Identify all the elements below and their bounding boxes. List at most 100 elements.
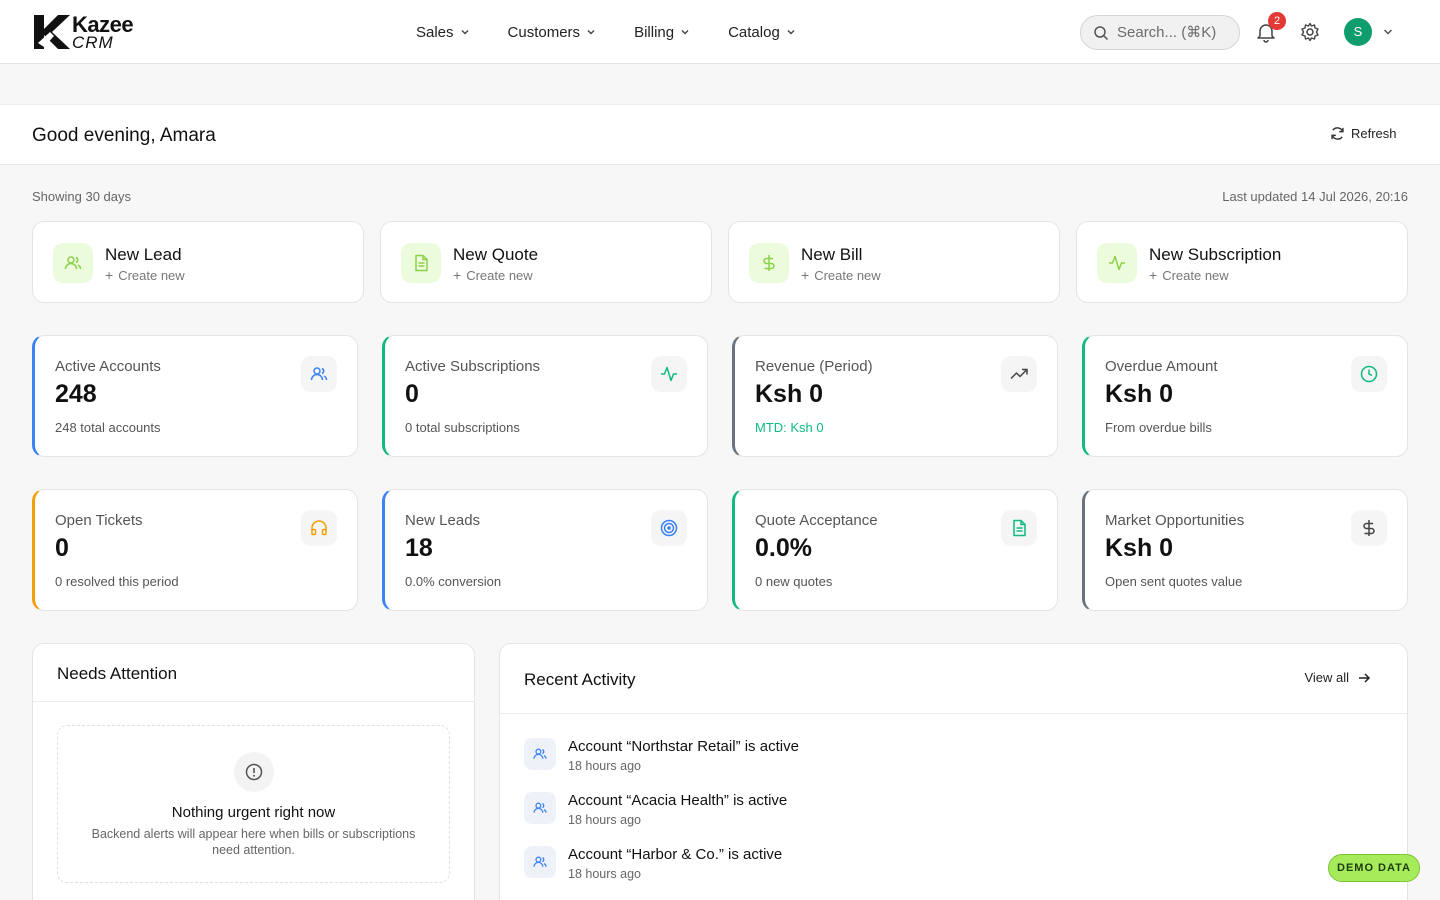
chevron-down-icon[interactable]: [1382, 26, 1394, 38]
stat-sub: Open sent quotes value: [1105, 574, 1243, 589]
brand-logo[interactable]: Kazee CRM: [32, 12, 136, 52]
quick-action-new-subscription[interactable]: New Subscription + Create new: [1076, 221, 1408, 303]
stat-label: Open Tickets: [55, 512, 143, 529]
logo-k-icon: [34, 15, 70, 49]
stat-sub: 0 total subscriptions: [405, 420, 520, 435]
arrow-right-icon: [1359, 672, 1371, 683]
refresh-button[interactable]: Refresh: [1330, 126, 1397, 141]
divider: [500, 713, 1407, 714]
quick-action-sub: Create new: [814, 267, 881, 283]
panel-title: Recent Activity: [524, 670, 636, 689]
view-all-link[interactable]: View all: [1304, 670, 1371, 685]
plus-icon: +: [453, 267, 462, 283]
range-label: Showing 30 days: [32, 189, 132, 204]
stat-value: 0.0%: [755, 534, 812, 562]
nav-customers[interactable]: Customers: [508, 24, 597, 41]
document-icon: [1001, 510, 1037, 546]
notification-badge: 2: [1268, 12, 1286, 30]
panel-title: Needs Attention: [57, 664, 178, 683]
stat-card-open-tickets[interactable]: Open Tickets 0 0 resolved this period: [32, 489, 358, 611]
stat-card-active-accounts[interactable]: Active Accounts 248 248 total accounts: [32, 335, 358, 457]
chevron-down-icon: [461, 30, 469, 35]
stat-card-active-subscriptions[interactable]: Active Subscriptions 0 0 total subscript…: [382, 335, 708, 457]
chevron-down-icon: [681, 30, 689, 35]
stat-sub: From overdue bills: [1105, 420, 1212, 435]
brand-sub: CRM: [72, 32, 114, 52]
alert-circle-icon: [234, 752, 274, 792]
nav-catalog[interactable]: Catalog: [728, 24, 796, 41]
activity-icon: [651, 356, 687, 392]
stat-label: New Leads: [405, 512, 481, 529]
quick-action-new-quote[interactable]: New Quote + Create new: [380, 221, 712, 303]
activity-time: 18 hours ago: [568, 867, 641, 881]
plus-icon: +: [801, 267, 810, 283]
activity-title: Account “Acacia Health” is active: [568, 792, 788, 809]
refresh-icon: [1331, 127, 1344, 140]
quick-action-sub: Create new: [466, 267, 533, 283]
nav-label: Customers: [507, 23, 581, 41]
quick-action-sub: Create new: [118, 267, 185, 283]
plus-icon: +: [105, 267, 114, 283]
activity-time: 18 hours ago: [568, 759, 641, 773]
stat-card-quote-acceptance[interactable]: Quote Acceptance 0.0% 0 new quotes: [732, 489, 1058, 611]
refresh-label: Refresh: [1351, 126, 1397, 141]
stat-value: 18: [405, 534, 433, 562]
empty-description: Backend alerts will appear here when bil…: [91, 827, 416, 857]
users-icon: [53, 243, 93, 283]
activity-time: 18 hours ago: [568, 813, 641, 827]
search-input[interactable]: [1117, 24, 1227, 41]
stat-value: Ksh 0: [1105, 380, 1174, 408]
stat-label: Revenue (Period): [755, 358, 873, 375]
stat-value: Ksh 0: [755, 380, 824, 408]
stat-sub: 248 total accounts: [55, 420, 161, 435]
stat-value: Ksh 0: [1105, 534, 1174, 562]
last-updated: Last updated 14 Jul 2026, 20:16: [1222, 189, 1408, 204]
view-all-label: View all: [1304, 670, 1349, 685]
quick-action-new-lead[interactable]: New Lead + Create new: [32, 221, 364, 303]
stat-card-revenue[interactable]: Revenue (Period) Ksh 0 MTD: Ksh 0: [732, 335, 1058, 457]
trending-up-icon: [1001, 356, 1037, 392]
document-icon: [401, 243, 441, 283]
stat-label: Active Accounts: [55, 358, 161, 375]
greeting-title: Good evening, Amara: [32, 125, 216, 146]
users-icon: [524, 846, 556, 878]
stat-card-overdue-amount[interactable]: Overdue Amount Ksh 0 From overdue bills: [1082, 335, 1408, 457]
search-box[interactable]: [1080, 15, 1240, 50]
nav-label: Billing: [634, 23, 675, 41]
nav-billing[interactable]: Billing: [634, 24, 690, 41]
dollar-icon: [749, 243, 789, 283]
chevron-down-icon: [787, 30, 795, 35]
users-icon: [524, 738, 556, 770]
nav-label: Catalog: [728, 23, 780, 41]
users-icon: [301, 356, 337, 392]
nav-sales[interactable]: Sales: [416, 24, 470, 41]
quick-action-title: New Subscription: [1149, 245, 1282, 264]
stat-card-market-opportunities[interactable]: Market Opportunities Ksh 0 Open sent quo…: [1082, 489, 1408, 611]
empty-title: Nothing urgent right now: [171, 804, 336, 821]
quick-action-new-bill[interactable]: New Bill + Create new: [728, 221, 1060, 303]
empty-state: Nothing urgent right now Backend alerts …: [57, 725, 450, 883]
target-icon: [651, 510, 687, 546]
quick-action-title: New Lead: [105, 245, 182, 264]
dollar-icon: [1351, 510, 1387, 546]
users-icon: [524, 792, 556, 824]
stat-value: 248: [55, 380, 97, 408]
search-icon: [1094, 25, 1109, 40]
needs-attention-panel: Needs Attention Nothing urgent right now…: [32, 643, 475, 900]
quick-action-title: New Quote: [453, 245, 539, 264]
stat-card-new-leads[interactable]: New Leads 18 0.0% conversion: [382, 489, 708, 611]
stat-value: 0: [55, 534, 69, 562]
user-avatar[interactable]: S: [1344, 18, 1372, 46]
activity-title: Account “Harbor & Co.” is active: [568, 846, 783, 863]
clock-icon: [1351, 356, 1387, 392]
chevron-down-icon: [587, 30, 595, 35]
stat-label: Overdue Amount: [1105, 358, 1218, 375]
stat-sub: 0 resolved this period: [55, 574, 179, 589]
recent-activity-panel: Recent Activity View all Account “Norths…: [499, 643, 1408, 900]
activity-title: Account “Northstar Retail” is active: [568, 738, 799, 755]
headphones-icon: [301, 510, 337, 546]
main-nav: Sales Customers Billing Catalog: [416, 0, 834, 64]
gear-icon[interactable]: [1299, 21, 1321, 43]
greeting-bar: Good evening, Amara Refresh: [0, 104, 1440, 165]
demo-data-badge: DEMO DATA: [1328, 854, 1420, 882]
